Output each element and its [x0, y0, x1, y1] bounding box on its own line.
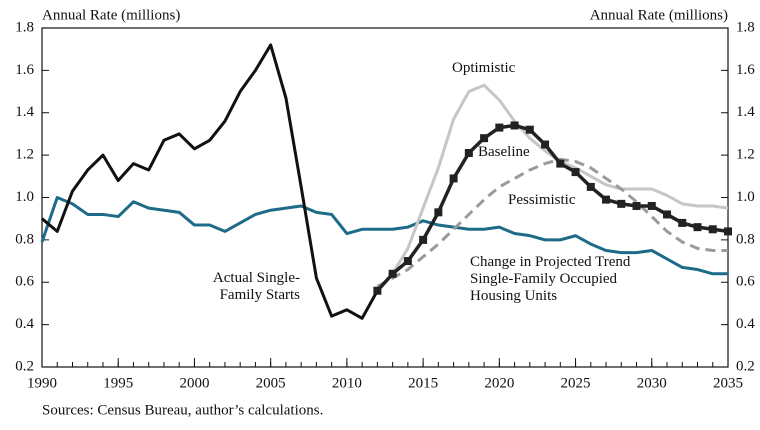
series-label: Pessimistic: [508, 192, 576, 208]
series-marker: [586, 182, 595, 191]
y-axis-label: Annual Rate (millions): [42, 7, 180, 23]
y2-tick-label: 1.0: [736, 189, 755, 205]
y-tick-label: 0.8: [15, 231, 34, 247]
series-label: Baseline: [478, 144, 530, 160]
y-tick-label: 1.8: [15, 19, 34, 35]
series-marker: [602, 195, 611, 204]
series-marker: [419, 235, 428, 244]
series-marker: [388, 269, 397, 278]
y2-tick-label: 1.6: [736, 62, 755, 78]
series-marker: [373, 286, 382, 295]
y-tick-label: 1.0: [15, 189, 34, 205]
series-marker: [693, 223, 702, 232]
series-marker: [556, 159, 565, 168]
series-marker: [632, 201, 641, 210]
y-tick-label: 1.4: [15, 104, 34, 120]
series-label: Change in Projected Trend Single-Family …: [470, 254, 631, 304]
series-marker: [617, 199, 626, 208]
series-marker: [495, 123, 504, 132]
x-tick-label: 1995: [103, 375, 133, 391]
y2-tick-label: 1.8: [736, 19, 755, 35]
y2-tick-label: 1.4: [736, 104, 755, 120]
x-tick-label: 2010: [332, 375, 362, 391]
y-tick-label: 0.4: [15, 316, 34, 332]
series-marker: [480, 134, 489, 143]
series-marker: [510, 121, 519, 130]
series-marker: [708, 225, 717, 234]
series-marker: [541, 140, 550, 149]
series-marker: [525, 125, 534, 134]
series-label: Actual Single-Family Starts: [212, 270, 300, 303]
x-tick-label: 1990: [27, 375, 57, 391]
x-tick-label: 2000: [179, 375, 209, 391]
series-marker: [449, 174, 458, 183]
y2-tick-label: 0.8: [736, 231, 755, 247]
y2-tick-label: 1.2: [736, 147, 755, 163]
source-note: Sources: Census Bureau, author’s calcula…: [42, 402, 323, 418]
y2-tick-label: 0.6: [736, 274, 755, 290]
series-marker: [434, 208, 443, 217]
y-tick-label: 1.6: [15, 62, 34, 78]
x-tick-label: 2005: [256, 375, 286, 391]
x-tick-label: 2015: [408, 375, 438, 391]
y-tick-label: 0.2: [15, 358, 34, 374]
series-marker: [663, 210, 672, 219]
y2-axis-label: Annual Rate (millions): [590, 7, 728, 23]
series-line: [40, 196, 728, 276]
series-marker: [571, 168, 580, 177]
x-tick-label: 2035: [713, 375, 743, 391]
y-tick-label: 0.6: [15, 274, 34, 290]
y-tick-label: 1.2: [15, 147, 34, 163]
y2-tick-label: 0.4: [736, 316, 755, 332]
x-tick-label: 2030: [637, 375, 667, 391]
series-label: Optimistic: [452, 60, 516, 76]
plot-frame: [41, 27, 729, 368]
x-tick-label: 2025: [561, 375, 591, 391]
series-line: [376, 157, 728, 288]
series-marker: [647, 201, 656, 210]
series-marker: [464, 149, 473, 158]
series-marker: [724, 227, 732, 236]
series-marker: [678, 218, 687, 227]
series-line: [391, 83, 729, 275]
x-tick-label: 2020: [484, 375, 514, 391]
series-marker: [403, 257, 412, 266]
y2-tick-label: 0.2: [736, 358, 755, 374]
series-line: [41, 43, 379, 320]
